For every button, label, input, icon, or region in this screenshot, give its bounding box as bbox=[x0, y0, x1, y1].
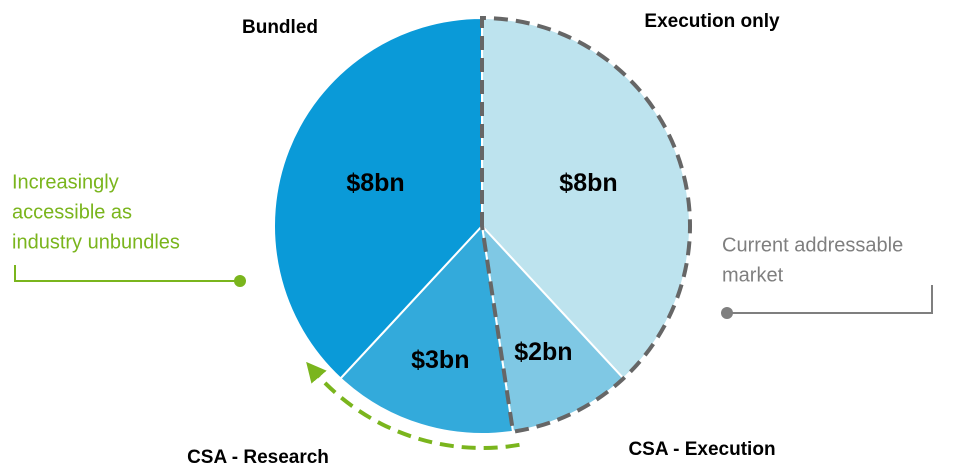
callout-line bbox=[727, 285, 933, 314]
callout-dot bbox=[721, 307, 733, 319]
slice-label: CSA - Research bbox=[187, 447, 329, 468]
slice-label: Execution only bbox=[644, 11, 780, 32]
unbundling-arc bbox=[306, 361, 520, 450]
callout-dot bbox=[234, 275, 246, 287]
annotation-text: market bbox=[722, 264, 784, 286]
annotations: Increasingly accessible as industry unbund… bbox=[12, 15, 933, 450]
annotation-text: Increasingly bbox=[12, 171, 119, 193]
pie-slice bbox=[273, 16, 483, 380]
value-label: $8bn bbox=[559, 169, 617, 197]
callout-line bbox=[14, 265, 240, 282]
slice-label: CSA - Execution bbox=[628, 439, 775, 460]
annotation-text: industry unbundles bbox=[12, 231, 180, 253]
annotation-text: Current addressable bbox=[722, 234, 903, 256]
pie: $8bn Execution only $2bn CSA - Execution $3b… bbox=[187, 11, 780, 468]
value-label: $3bn bbox=[411, 346, 469, 374]
pie-slice bbox=[339, 223, 515, 435]
addressable-outline bbox=[480, 15, 692, 434]
slice-label: Bundled bbox=[242, 17, 318, 38]
value-label: $2bn bbox=[514, 338, 572, 366]
value-label: $8bn bbox=[346, 169, 404, 197]
annotation-text: accessible as bbox=[12, 201, 132, 223]
